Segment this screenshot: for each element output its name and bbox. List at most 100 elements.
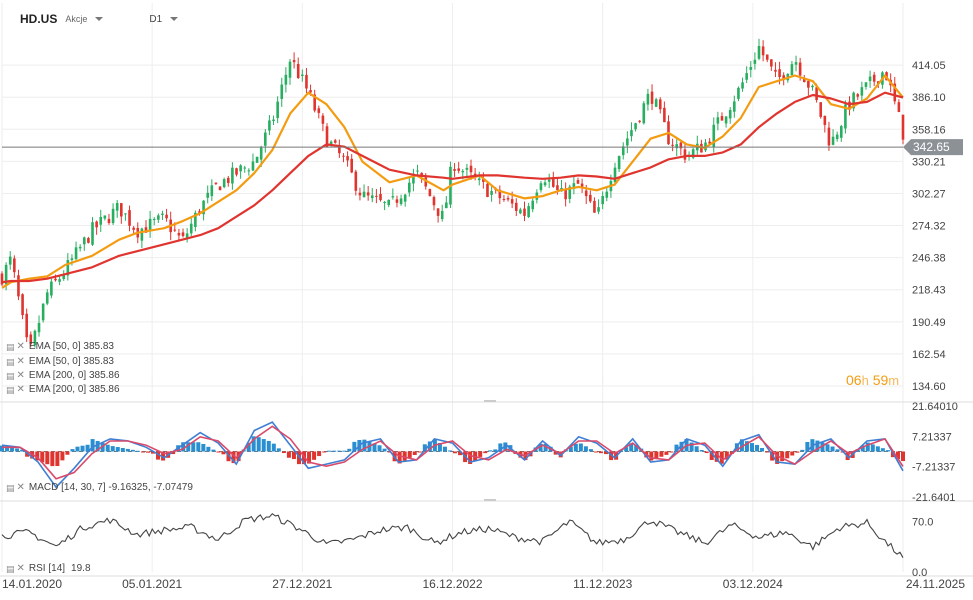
- candle-body: [835, 134, 839, 140]
- candle-body: [712, 124, 716, 147]
- candle-body: [296, 63, 300, 79]
- candle-body: [469, 165, 473, 173]
- candle-body: [338, 146, 341, 154]
- candle-body: [584, 190, 588, 197]
- macd-histogram-bar: [206, 446, 211, 452]
- close-icon[interactable]: ✕: [16, 370, 25, 381]
- settings-icon[interactable]: ▤: [6, 371, 15, 381]
- candle-body: [387, 199, 391, 206]
- price-tick-label: 274.32: [912, 221, 946, 233]
- settings-icon[interactable]: ▤: [6, 564, 15, 574]
- candle-body: [798, 62, 802, 76]
- rsi-tick-label: 0.0: [912, 567, 927, 579]
- macd-histogram-bar: [171, 451, 176, 455]
- macd-histogram-bar: [805, 441, 810, 452]
- macd-histogram-bar: [880, 448, 885, 452]
- timeframe-selector[interactable]: D1: [149, 13, 163, 25]
- candle-body: [720, 116, 724, 121]
- symbol-label: HD.US: [20, 12, 58, 26]
- candle-body: [276, 101, 279, 119]
- candle-body: [181, 232, 185, 237]
- candle-body: [576, 180, 580, 184]
- symbol-dropdown-icon[interactable]: [95, 17, 104, 21]
- candle-body: [852, 92, 855, 109]
- candle-body: [724, 116, 728, 124]
- macd-histogram-bar: [835, 449, 840, 452]
- candle-body: [802, 78, 806, 83]
- candle-countdown: 06h 59m: [846, 372, 899, 388]
- candle-body: [247, 170, 251, 172]
- macd-histogram-bar: [110, 446, 115, 452]
- macd-signal-line: [2, 425, 904, 480]
- rsi-tick-label: 70.0: [912, 516, 933, 528]
- candle-body: [185, 233, 189, 239]
- candle-body: [794, 62, 798, 65]
- candle-body: [815, 87, 818, 101]
- settings-icon[interactable]: ▤: [6, 357, 15, 367]
- candle-body: [301, 74, 304, 77]
- macd-histogram-bar: [870, 444, 875, 452]
- candle-body: [210, 185, 214, 197]
- macd-histogram-bar: [95, 440, 100, 452]
- price-tick-label: 218.43: [912, 285, 946, 297]
- close-icon[interactable]: ✕: [16, 341, 25, 352]
- candle-body: [264, 132, 267, 146]
- candle-body: [514, 202, 518, 211]
- macd-histogram-bar: [820, 442, 825, 452]
- price-tick-label: 386.10: [912, 92, 946, 104]
- macd-histogram-bar: [10, 447, 15, 452]
- candle-body: [453, 169, 456, 171]
- candle-body: [860, 87, 864, 96]
- candle-body: [399, 198, 403, 205]
- candle-body: [774, 69, 777, 72]
- candle-body: [333, 140, 337, 143]
- legend-label: RSI [14]: [28, 563, 66, 574]
- instrument-type: Akcje: [65, 14, 88, 24]
- candle-body: [21, 294, 24, 316]
- macd-histogram-bar: [689, 442, 694, 452]
- candle-body: [325, 126, 329, 148]
- candle-body: [408, 182, 411, 193]
- macd-histogram-bar: [120, 447, 125, 452]
- legend-label: EMA [200, 0] 385.86: [28, 370, 120, 381]
- candle-body: [827, 127, 831, 146]
- macd-histogram-bar: [795, 451, 800, 453]
- candle-body: [593, 200, 596, 213]
- candle-body: [436, 208, 440, 216]
- close-icon[interactable]: ✕: [16, 384, 25, 395]
- macd-histogram-bar: [105, 444, 110, 452]
- legend-macd: ▤ ✕ MACD [14, 30, 7] -9.16325, -7.07479: [6, 482, 193, 494]
- macd-histogram-bar: [337, 450, 342, 452]
- macd-histogram-bar: [583, 446, 588, 452]
- candle-body: [597, 207, 600, 212]
- legend-label: EMA [50, 0] 385.83: [28, 356, 114, 367]
- chart-toolbar: HD.US Akcje D1: [20, 11, 179, 27]
- candle-body: [165, 214, 168, 219]
- close-icon[interactable]: ✕: [16, 563, 25, 574]
- settings-icon[interactable]: ▤: [6, 483, 15, 493]
- candle-body: [317, 108, 321, 113]
- candle-body: [354, 171, 358, 191]
- close-icon[interactable]: ✕: [16, 356, 25, 367]
- candle-body: [568, 186, 572, 199]
- macd-histogram-bar: [629, 443, 634, 452]
- candle-body: [17, 275, 20, 297]
- macd-histogram-bar: [694, 446, 699, 452]
- timeframe-dropdown-icon[interactable]: [170, 17, 179, 21]
- candle-body: [807, 80, 810, 88]
- macd-histogram-bar: [674, 444, 679, 452]
- candle-body: [642, 103, 646, 124]
- legend-rsi: ▤ ✕ RSI [14] 19.8: [6, 563, 91, 575]
- settings-icon[interactable]: ▤: [6, 385, 15, 395]
- candle-body: [8, 256, 12, 265]
- close-icon[interactable]: ✕: [16, 482, 25, 493]
- candle-body: [124, 213, 127, 215]
- candle-body: [839, 126, 843, 138]
- settings-icon[interactable]: ▤: [6, 342, 15, 352]
- candle-body: [523, 208, 526, 216]
- price-tick-label: 190.49: [912, 317, 946, 329]
- candle-body: [272, 119, 275, 122]
- macd-histogram-bar: [679, 441, 684, 452]
- candle-body: [370, 195, 374, 199]
- candle-body: [872, 74, 876, 82]
